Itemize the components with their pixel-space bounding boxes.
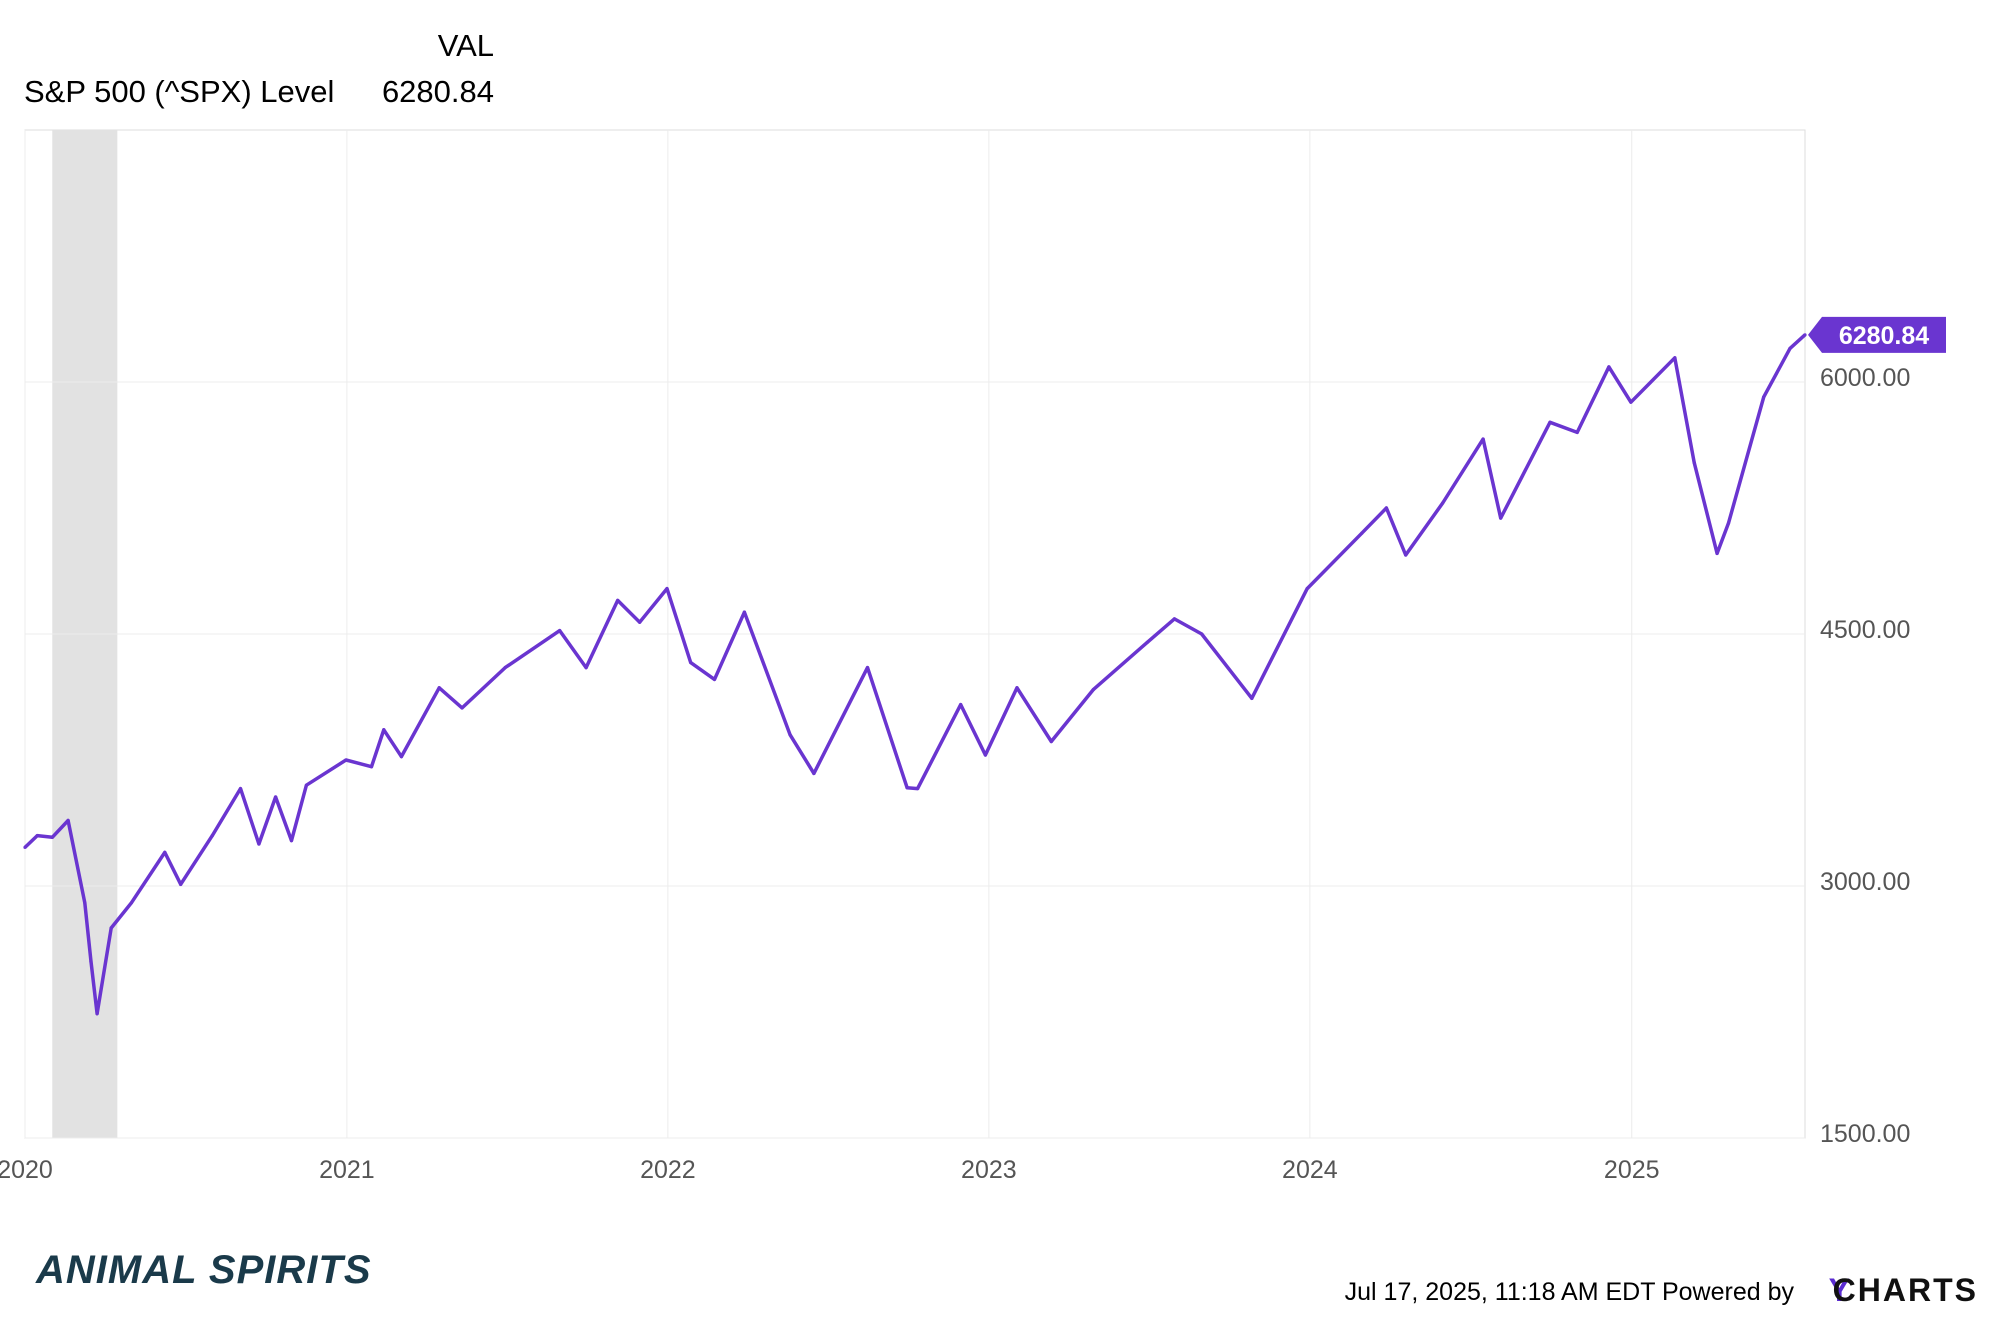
data-point bbox=[274, 795, 278, 799]
x-tick-label: 2020 bbox=[0, 1156, 53, 1184]
data-point bbox=[66, 818, 70, 823]
data-point bbox=[1715, 551, 1719, 555]
data-point bbox=[1250, 696, 1254, 700]
data-point bbox=[1441, 501, 1445, 505]
y-tick-label: 3000.00 bbox=[1820, 868, 1910, 896]
data-point bbox=[35, 834, 39, 838]
data-point bbox=[503, 666, 507, 670]
data-point bbox=[1575, 430, 1579, 434]
data-point bbox=[1788, 346, 1792, 350]
data-point bbox=[742, 610, 746, 614]
data-point bbox=[179, 882, 183, 886]
data-point bbox=[1145, 640, 1149, 645]
y-tick-label: 1500.00 bbox=[1820, 1120, 1910, 1148]
data-point bbox=[1629, 400, 1633, 404]
data-point bbox=[638, 620, 642, 624]
data-point bbox=[1673, 356, 1677, 360]
x-tick-label: 2022 bbox=[640, 1156, 696, 1184]
data-point bbox=[1762, 395, 1766, 399]
y-tick-label: 6000.00 bbox=[1820, 364, 1910, 392]
data-point bbox=[1305, 587, 1309, 591]
data-point bbox=[163, 850, 167, 855]
ycharts-logo-text: CHARTS bbox=[1832, 1272, 1978, 1308]
last-value-label: 6280.84 bbox=[1839, 322, 1929, 350]
x-tick-label: 2021 bbox=[319, 1156, 375, 1184]
data-point bbox=[304, 783, 309, 787]
data-point bbox=[665, 587, 669, 591]
data-point bbox=[1692, 461, 1696, 465]
data-point bbox=[616, 598, 620, 603]
data-point bbox=[1481, 437, 1485, 441]
data-point bbox=[257, 842, 261, 846]
data-point bbox=[289, 839, 294, 843]
data-point bbox=[584, 666, 588, 670]
data-point bbox=[95, 1012, 99, 1016]
series-line bbox=[23, 333, 1807, 1016]
data-point bbox=[1499, 516, 1503, 520]
data-point bbox=[1726, 521, 1731, 525]
data-point bbox=[1015, 686, 1019, 690]
data-point bbox=[983, 753, 987, 757]
data-point bbox=[109, 926, 113, 930]
data-point bbox=[344, 758, 348, 762]
x-tick-label: 2024 bbox=[1282, 1156, 1338, 1184]
data-point bbox=[812, 771, 816, 776]
data-point bbox=[558, 629, 562, 633]
data-point bbox=[129, 901, 134, 905]
data-point bbox=[399, 755, 404, 759]
last-value-tag bbox=[1808, 316, 1946, 353]
legend-series-value: 6280.84 bbox=[381, 74, 494, 109]
data-point bbox=[1607, 365, 1611, 369]
data-point bbox=[865, 666, 870, 670]
data-point bbox=[369, 765, 374, 769]
x-tick-label: 2025 bbox=[1604, 1156, 1660, 1184]
data-point bbox=[1404, 553, 1408, 557]
legend-header: VAL bbox=[437, 28, 494, 63]
data-point bbox=[437, 686, 441, 690]
data-point bbox=[1384, 506, 1388, 510]
data-point bbox=[905, 786, 909, 790]
data-point bbox=[1172, 617, 1177, 621]
data-point bbox=[1200, 632, 1204, 636]
data-point bbox=[1548, 420, 1552, 424]
data-point bbox=[1049, 739, 1053, 744]
data-point bbox=[50, 835, 54, 839]
x-tick-label: 2023 bbox=[961, 1156, 1017, 1184]
data-point bbox=[23, 845, 27, 849]
data-point bbox=[712, 677, 717, 681]
data-point bbox=[238, 786, 243, 791]
data-point bbox=[916, 786, 920, 791]
data-point bbox=[382, 728, 386, 732]
data-point bbox=[89, 960, 93, 964]
data-point bbox=[210, 834, 214, 838]
animal-spirits-logo: ANIMAL SPIRITS bbox=[36, 1248, 372, 1292]
y-tick-label: 4500.00 bbox=[1820, 616, 1910, 644]
data-point bbox=[1803, 333, 1807, 337]
data-point bbox=[1360, 531, 1364, 535]
data-point bbox=[1091, 687, 1096, 692]
legend-series-name: S&P 500 (^SPX) Level bbox=[24, 74, 335, 109]
data-point bbox=[959, 702, 963, 707]
ycharts-logo-y: Y bbox=[1828, 1272, 1850, 1308]
data-point bbox=[788, 733, 792, 737]
data-point bbox=[83, 901, 87, 905]
data-point bbox=[689, 660, 693, 665]
data-point bbox=[460, 706, 464, 710]
timestamp-text: Jul 17, 2025, 11:18 AM EDT Powered by bbox=[1344, 1278, 1794, 1306]
